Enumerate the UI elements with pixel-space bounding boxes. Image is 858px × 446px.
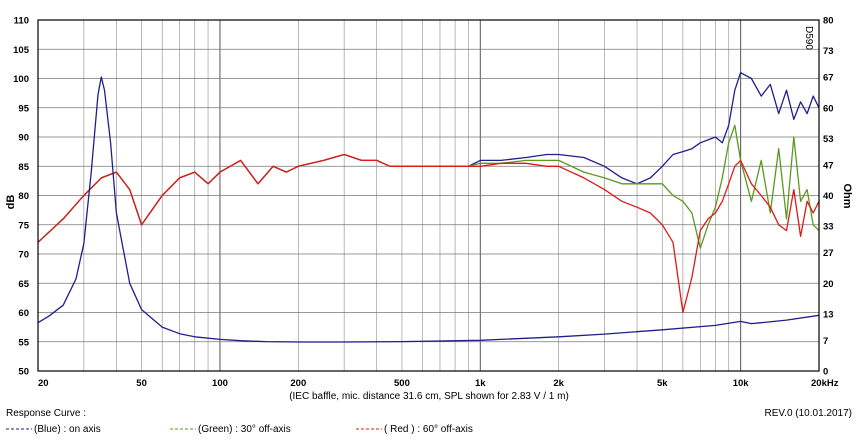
x-tick-label: 10k <box>733 378 750 389</box>
y-tick-label: 85 <box>18 162 29 173</box>
x-tick-label: 100 <box>212 378 228 389</box>
curves <box>37 72 820 343</box>
y-axis-title: dB <box>5 195 17 210</box>
y2-tick-label: 20 <box>823 279 834 290</box>
legend: (Blue) : on axis (Green) : 30° off-axis ( … <box>6 424 473 435</box>
y2-tick-label: 80 <box>823 16 834 27</box>
tick-labels: 50 55 60 65 70 75 80 85 90 95 100 105 110 0 7 13 20 27 33 4… <box>13 16 839 390</box>
revision-label: REV.0 (10.01.2017) <box>765 408 852 419</box>
y2-tick-label: 53 <box>823 134 834 145</box>
y2-tick-label: 33 <box>823 222 834 233</box>
grid <box>38 20 819 371</box>
y2-tick-label: 7 <box>823 336 828 347</box>
x-axis-caption: (IEC baffle, mic. distance 31.6 cm, SPL … <box>289 391 569 402</box>
y2-tick-label: 0 <box>823 367 828 378</box>
plot-frame <box>37 19 820 372</box>
y2-tick-label: 67 <box>823 73 834 84</box>
legend-entry: (Blue) : on axis <box>34 424 101 435</box>
y-tick-label: 100 <box>13 74 29 85</box>
series-line-1 <box>37 124 820 249</box>
x-tick-label: 20kHz <box>811 378 839 389</box>
legend-entry: ( Red ) : 60° off-axis <box>384 424 473 435</box>
y2-tick-label: 73 <box>823 46 834 57</box>
legend-title: Response Curve : <box>6 408 86 419</box>
series-line-0 <box>37 72 820 243</box>
x-tick-label: 50 <box>136 378 147 389</box>
y-tick-label: 55 <box>18 337 29 348</box>
x-tick-label: 1k <box>475 378 486 389</box>
series-line-3 <box>37 76 820 343</box>
y-tick-label: 50 <box>18 367 29 378</box>
y-tick-label: 60 <box>18 308 29 319</box>
y2-tick-label: 47 <box>823 160 834 171</box>
y-tick-label: 65 <box>18 279 29 290</box>
y2-tick-label: 27 <box>823 248 834 259</box>
y-tick-label: 90 <box>18 133 29 144</box>
x-tick-label: 2k <box>553 378 564 389</box>
y2-tick-label: 60 <box>823 103 834 114</box>
y2-tick-label: 13 <box>823 309 834 320</box>
x-tick-label: 200 <box>290 378 306 389</box>
y2-tick-label: 40 <box>823 191 834 202</box>
y-tick-label: 95 <box>18 103 29 114</box>
chart-watermark: D590 <box>803 26 814 50</box>
legend-entry: (Green) : 30° off-axis <box>198 424 291 435</box>
y2-axis-title: Ohm <box>841 183 853 208</box>
series-line-2 <box>37 153 820 314</box>
x-tick-label: 5k <box>657 378 668 389</box>
y-tick-label: 110 <box>14 16 29 27</box>
x-tick-label: 20 <box>38 378 49 389</box>
y-tick-label: 75 <box>18 220 29 231</box>
x-tick-label: 500 <box>394 378 410 389</box>
y-tick-label: 70 <box>18 250 29 261</box>
y-tick-label: 80 <box>18 191 29 202</box>
y-tick-label: 105 <box>13 45 30 56</box>
